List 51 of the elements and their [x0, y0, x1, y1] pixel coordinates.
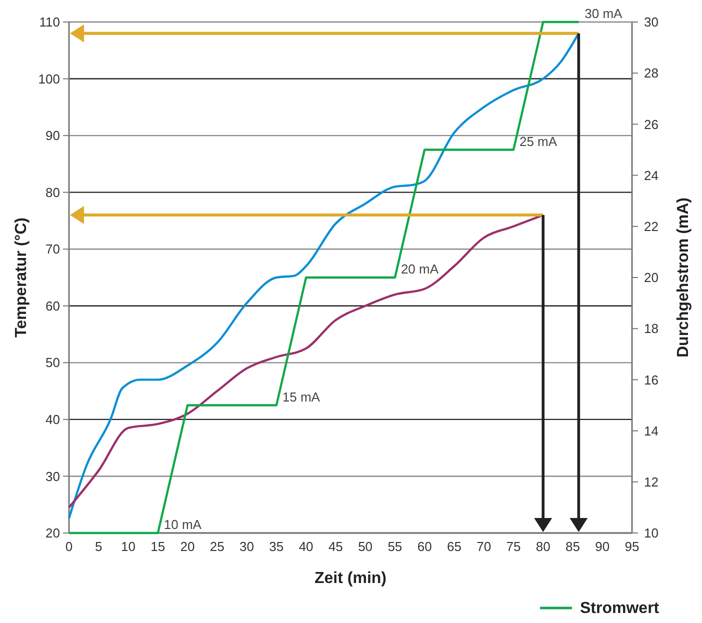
y2-tick-label: 10: [644, 526, 658, 541]
x-tick-label: 30: [240, 539, 254, 554]
x-tick-label: 10: [121, 539, 136, 554]
x-tick-label: 35: [269, 539, 284, 554]
annotation: 25 mA: [519, 134, 558, 149]
x-tick-label: 90: [595, 539, 610, 554]
y2-tick-label: 12: [644, 474, 658, 490]
x-tick-label: 60: [417, 539, 432, 554]
x-tick-label: 25: [210, 539, 224, 554]
y2-tick-label: 28: [644, 66, 658, 81]
y2-tick-label: 14: [644, 423, 658, 438]
x-tick-label: 85: [566, 539, 580, 554]
x-tick-label: 50: [358, 539, 373, 554]
y-axis-title: Temperatur (°C): [13, 218, 30, 338]
annotation: 10 mA: [164, 517, 202, 532]
x-tick-label: 20: [180, 539, 195, 554]
y-tick-label: 50: [46, 355, 60, 370]
y-tick-label: 110: [39, 14, 60, 30]
x-tick-label: 75: [506, 539, 521, 554]
y2-tick-label: 16: [644, 372, 658, 388]
x-axis-title: Zeit (min): [314, 570, 386, 587]
x-tick-label: 40: [298, 539, 314, 554]
y-tick-label: 40: [46, 412, 60, 427]
x-tick-label: 15: [150, 539, 166, 554]
y2-tick-label: 18: [644, 321, 658, 336]
y-tick-label: 60: [46, 298, 60, 314]
x-tick-label: 95: [624, 539, 640, 554]
legend-label: Stromwert: [580, 600, 660, 617]
x-tick-label: 70: [476, 539, 492, 554]
annotation: 15 mA: [282, 389, 320, 404]
x-tick-label: 0: [65, 539, 73, 554]
x-tick-label: 45: [328, 539, 343, 554]
x-tick-label: 55: [388, 539, 402, 554]
y2-axis-title: Durchgehstrom (mA): [675, 197, 692, 358]
y-tick-label: 80: [46, 184, 60, 200]
annotation: 30 mA: [584, 6, 623, 21]
x-tick-label: 80: [536, 539, 550, 554]
y-tick-label: 100: [38, 71, 60, 86]
y-tick-label: 30: [46, 468, 60, 484]
annotation: 20 mA: [400, 262, 439, 276]
y2-tick-label: 22: [644, 218, 658, 234]
y-tick-label: 70: [46, 242, 60, 257]
line-series: [68, 214, 544, 509]
y2-tick-label: 30: [644, 14, 658, 30]
x-tick-label: 5: [95, 539, 102, 554]
y2-tick-label: 24: [644, 168, 658, 183]
y2-tick-label: 20: [644, 270, 658, 286]
x-tick-label: 65: [446, 539, 462, 554]
y2-tick-label: 26: [644, 116, 658, 132]
y-tick-label: 90: [46, 128, 60, 144]
y-tick-label: 20: [46, 526, 60, 541]
